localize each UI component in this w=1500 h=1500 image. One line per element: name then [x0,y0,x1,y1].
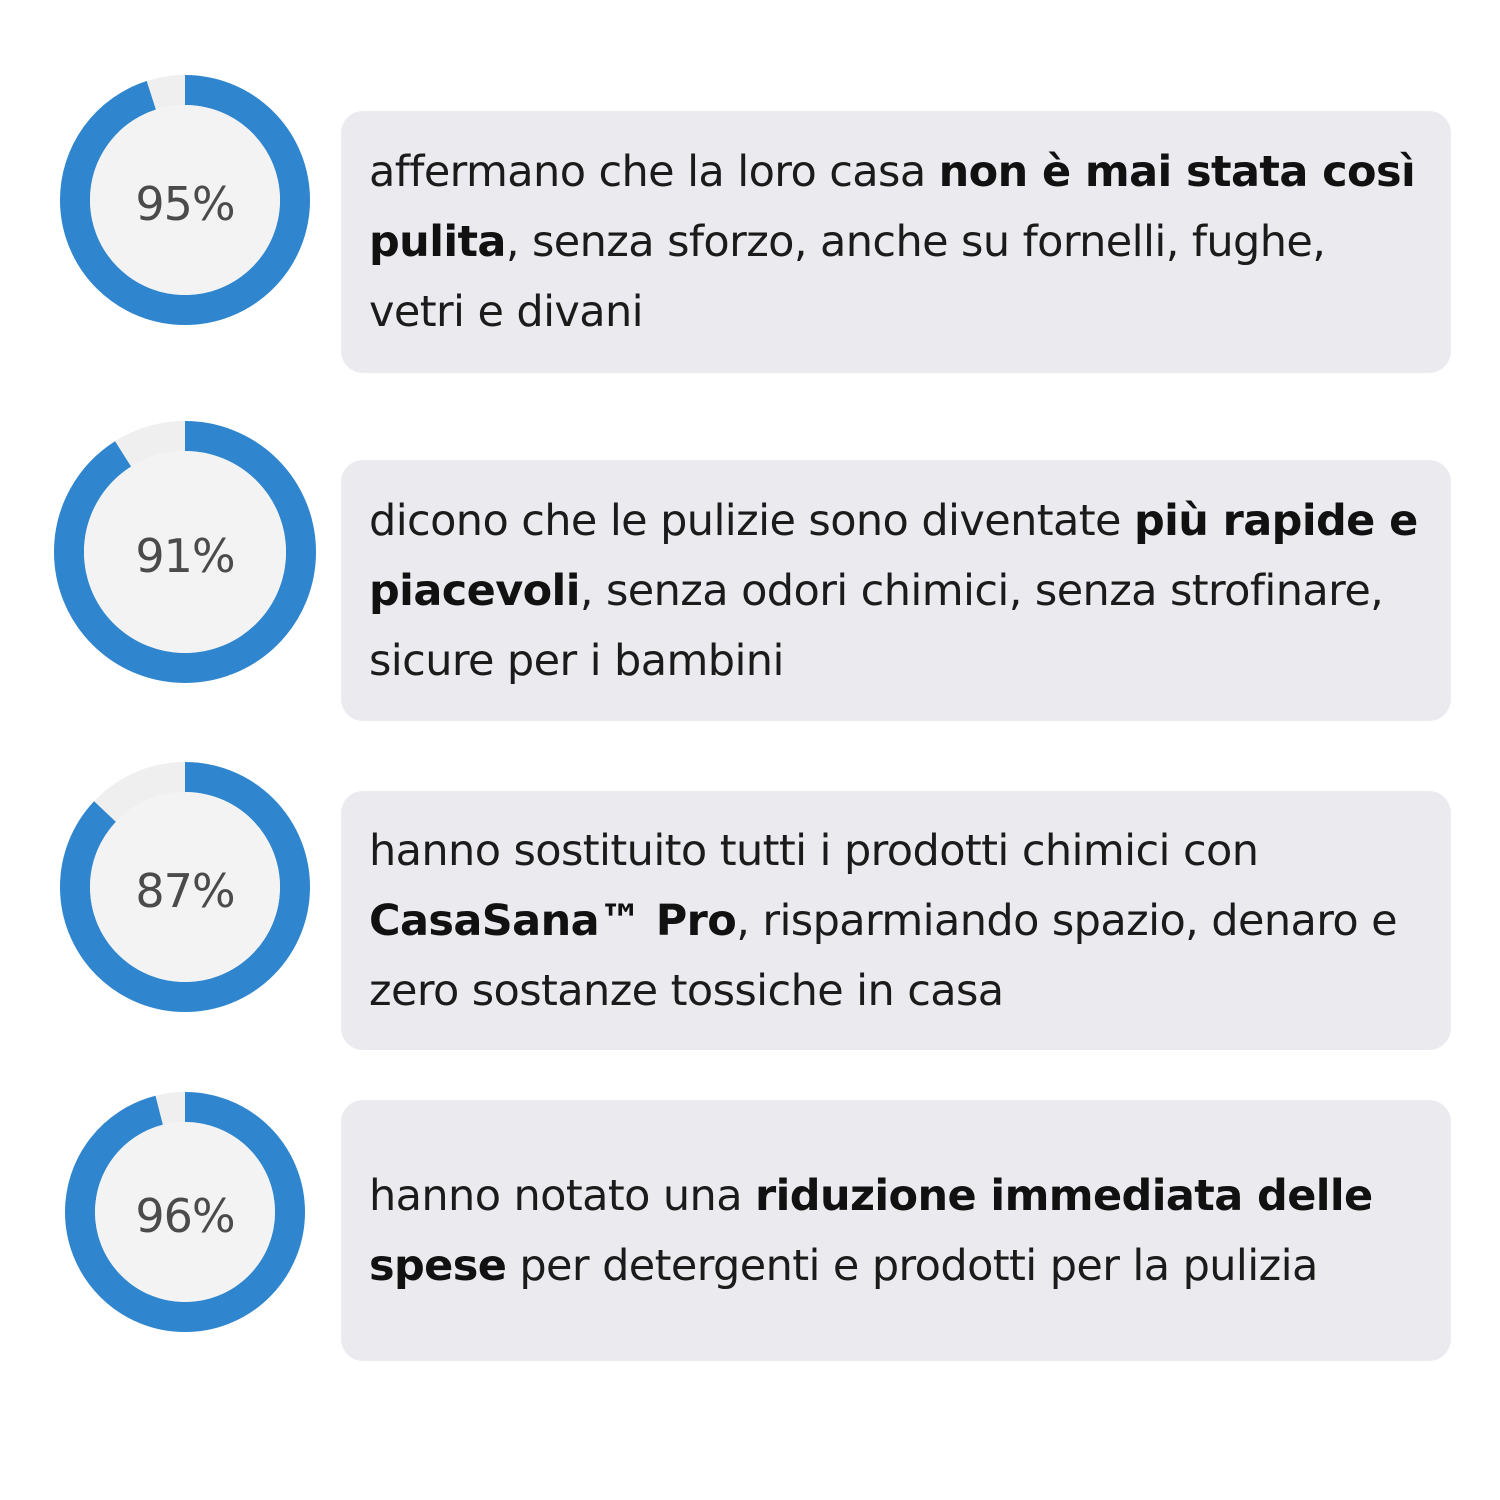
ring-progress [54,421,316,683]
stat-text-tail: per detergenti e prodotti per la pulizia [506,1240,1318,1291]
stat-row: 87% hanno sostituito tutti i prodotti ch… [0,740,1500,1080]
stat-text-lead: hanno sostituito tutti i prodotti chimic… [369,825,1259,876]
percentage-ring: 91% [54,421,316,683]
stat-text-highlight: CasaSana™ Pro [369,895,737,946]
ring-progress [65,1092,305,1332]
stat-row: 91% dicono che le pulizie sono diventate… [0,400,1500,740]
stat-text-tail: , senza sforzo, anche su fornelli, fughe… [369,217,1326,337]
percentage-ring: 87% [60,762,310,1012]
stat-text-lead: affermano che la loro casa [369,147,939,197]
ring-center [95,1122,275,1302]
stat-text-tail: , risparmiando spazio, denaro e zero sos… [369,895,1398,1016]
stat-description: hanno notato una riduzione immediata del… [369,1161,1421,1301]
stat-text-highlight: riduzione immediata delle spese [369,1170,1373,1291]
percentage-ring: 95% [60,75,310,325]
stat-text-lead: dicono che le pulizie sono diventate [369,495,1134,546]
ring-progress [60,762,310,1012]
percentage-label: 96% [135,1189,234,1243]
percentage-label: 87% [135,864,234,918]
stat-row: 95% affermano che la loro casa non è mai… [0,0,1500,400]
ring-center [90,792,280,982]
stat-text-lead: hanno notato una [369,1170,756,1221]
percentage-ring: 96% [65,1092,305,1332]
stat-row: 96% hanno notato una riduzione immediata… [0,1080,1500,1480]
stat-text-tail: , senza odori chimici, senza strofinare,… [369,565,1384,686]
stat-description: dicono che le pulizie sono diventate più… [369,486,1421,696]
stat-card: dicono che le pulizie sono diventate più… [341,460,1451,721]
ring-progress [60,75,310,325]
percentage-label: 95% [135,177,234,231]
stat-description: affermano che la loro casa non è mai sta… [369,137,1421,347]
stat-card: hanno notato una riduzione immediata del… [341,1100,1451,1361]
ring-center [84,451,286,653]
stat-description: hanno sostituito tutti i prodotti chimic… [369,816,1421,1026]
stat-text-highlight: non è mai stata così pulita [369,147,1416,267]
percentage-label: 91% [135,529,234,583]
stat-card: affermano che la loro casa non è mai sta… [341,111,1451,373]
stat-text-highlight: più rapide e piacevoli [369,495,1418,616]
stat-card: hanno sostituito tutti i prodotti chimic… [341,791,1451,1050]
ring-center [90,105,280,295]
